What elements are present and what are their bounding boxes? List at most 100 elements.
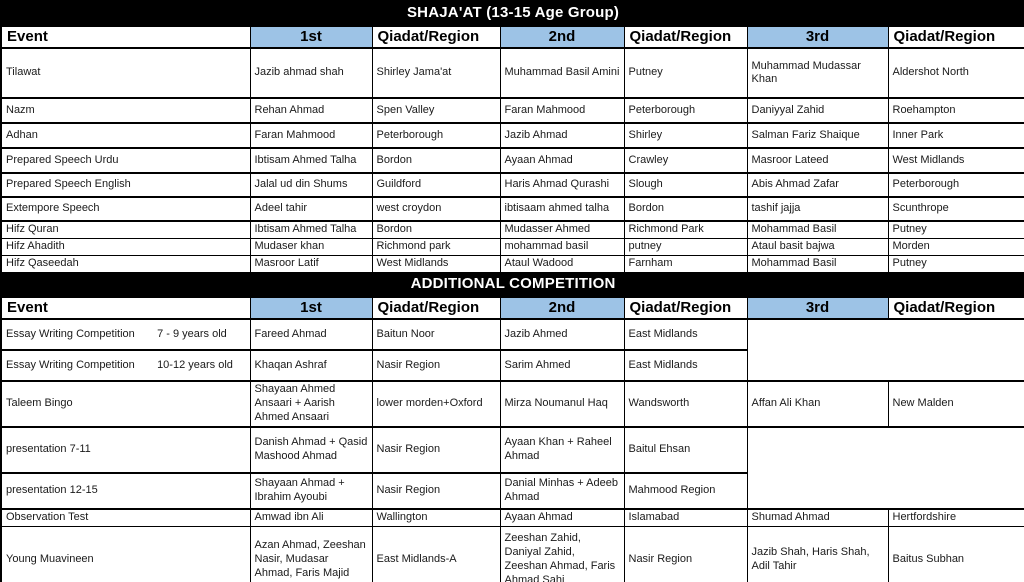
first-place-cell: Jalal ud din Shums [249,172,373,199]
table-row: Essay Writing Competition 7 - 9 years ol… [0,318,1024,383]
first-place-cell: Mudaser khan [249,238,373,256]
third-region-cell: Baitus Subhan [887,526,1024,582]
table-row: Prepared Speech English Jalal ud din Shu… [0,172,1024,199]
third-region-cell: Scunthrope [887,196,1024,223]
third-region-cell: Hertfordshire [887,508,1024,527]
second-region-cell: East Midlands [623,349,748,383]
section-title-row: ADDITIONAL COMPETITION [0,271,1024,298]
second-region-cell: Nasir Region [623,526,748,582]
third-region-cell: Inner Park [887,122,1024,150]
second-place-cell: ibtisaam ahmed talha [499,196,625,223]
table-row: Hifz Qaseedah Masroor Latif West Midland… [0,254,1024,273]
third-place-cell: Muhammad Mudassar Khan [746,47,889,100]
age-group-label: 10-12 years old [157,358,233,371]
table-row: Tilawat Jazib ahmad shah Shirley Jama'at… [0,47,1024,100]
second-region-cell: Richmond Park [623,220,748,240]
second-place-cell: mohammad basil [499,238,625,256]
second-place-cell: Muhammad Basil Amini [499,47,625,100]
col-header-event: Event [0,25,251,50]
third-place-cell: Salman Fariz Shaique [746,122,889,150]
table-row: Essay Writing Competition 10-12 years ol… [0,349,1024,383]
table-row: Hifz Quran Ibtisam Ahmed Talha Bordon Mu… [0,220,1024,240]
third-place-cell: Affan Ali Khan [746,380,889,428]
event-cell: Nazm [0,97,251,125]
second-region-cell: Farnham [623,254,748,273]
first-place-cell: Khaqan Ashraf [249,349,373,383]
event-cell: Prepared Speech English [0,172,251,199]
second-region-cell: Baitul Ehsan [623,426,748,474]
third-region-cell: Peterborough [887,172,1024,199]
second-region-cell: Crawley [623,147,748,175]
first-place-cell: Shayaan Ahmed Ansaari + Aarish Ahmed Ans… [249,380,373,428]
third-place-cell: Mohammad Basil [746,254,889,273]
col-header-qiadat-2: Qiadat/Region [623,296,748,321]
col-header-1st: 1st [249,25,373,50]
second-region-cell: putney [623,238,748,256]
event-cell: Observation Test [0,508,251,527]
third-region-cell: Roehampton [887,97,1024,125]
first-region-cell: Spen Valley [371,97,501,125]
col-header-qiadat-3: Qiadat/Region [887,25,1024,50]
col-header-2nd: 2nd [499,25,625,50]
col-header-qiadat-3: Qiadat/Region [887,296,1024,321]
first-region-cell: lower morden+Oxford [371,380,501,428]
second-place-cell: Haris Ahmad Qurashi [499,172,625,199]
third-region-cell: Putney [887,220,1024,240]
col-header-event: Event [0,296,251,321]
third-place-cell: Abis Ahmad Zafar [746,172,889,199]
second-region-cell: Putney [623,47,748,100]
table-row: Taleem Bingo Shayaan Ahmed Ansaari + Aar… [0,380,1024,428]
event-cell: Prepared Speech Urdu [0,147,251,175]
col-header-qiadat-1: Qiadat/Region [371,25,501,50]
col-header-3rd: 3rd [746,25,889,50]
first-region-cell: Nasir Region [371,472,501,510]
event-cell: Hifz Qaseedah [0,254,251,273]
third-place-cell: Mohammad Basil [746,220,889,240]
event-cell: Essay Writing Competition 10-12 years ol… [0,349,251,383]
second-place-cell: Jazib Ahmad [499,122,625,150]
event-cell: Extempore Speech [0,196,251,223]
second-region-cell: Islamabad [623,508,748,527]
event-cell: Hifz Quran [0,220,251,240]
first-region-cell: Peterborough [371,122,501,150]
table-row: presentation 7-11 Danish Ahmad + Qasid M… [0,426,1024,510]
third-place-cell: Daniyyal Zahid [746,97,889,125]
second-place-cell: Sarim Ahmed [499,349,625,383]
empty-merged-cell [746,426,1024,510]
third-region-cell: Putney [887,254,1024,273]
col-header-1st: 1st [249,296,373,321]
first-place-cell: Fareed Ahmad [249,318,373,352]
col-header-2nd: 2nd [499,296,625,321]
event-cell: presentation 12-15 [0,472,251,510]
first-region-cell: Wallington [371,508,501,527]
second-place-cell: Ayaan Khan + Raheel Ahmad [499,426,625,474]
first-place-cell: Ibtisam Ahmed Talha [249,220,373,240]
second-region-cell: East Midlands [623,318,748,352]
second-region-cell: Peterborough [623,97,748,125]
second-region-cell: Mahmood Region [623,472,748,510]
first-place-cell: Ibtisam Ahmed Talha [249,147,373,175]
table-row: Prepared Speech Urdu Ibtisam Ahmed Talha… [0,147,1024,175]
third-region-cell: West Midlands [887,147,1024,175]
table-row: Nazm Rehan Ahmad Spen Valley Faran Mahmo… [0,97,1024,125]
table-row: Extempore Speech Adeel tahir west croydo… [0,196,1024,223]
third-place-cell: Masroor Lateed [746,147,889,175]
third-place-cell: Shumad Ahmad [746,508,889,527]
third-region-cell: New Malden [887,380,1024,428]
second-place-cell: Jazib Ahmed [499,318,625,352]
first-region-cell: East Midlands-A [371,526,501,582]
first-place-cell: Faran Mahmood [249,122,373,150]
section-title-additional: ADDITIONAL COMPETITION [0,271,1024,298]
first-place-cell: Jazib ahmad shah [249,47,373,100]
first-region-cell: west croydon [371,196,501,223]
column-header-row: Event 1st Qiadat/Region 2nd Qiadat/Regio… [0,296,1024,321]
age-group-label: 7 - 9 years old [157,327,227,340]
second-place-cell: Ayaan Ahmad [499,147,625,175]
event-cell: Essay Writing Competition 7 - 9 years ol… [0,318,251,352]
first-place-cell: Azan Ahmad, Zeeshan Nasir, Mudasar Ahmad… [249,526,373,582]
first-region-cell: Guildford [371,172,501,199]
second-region-cell: Shirley [623,122,748,150]
second-place-cell: Mudasser Ahmed [499,220,625,240]
first-region-cell: Bordon [371,220,501,240]
